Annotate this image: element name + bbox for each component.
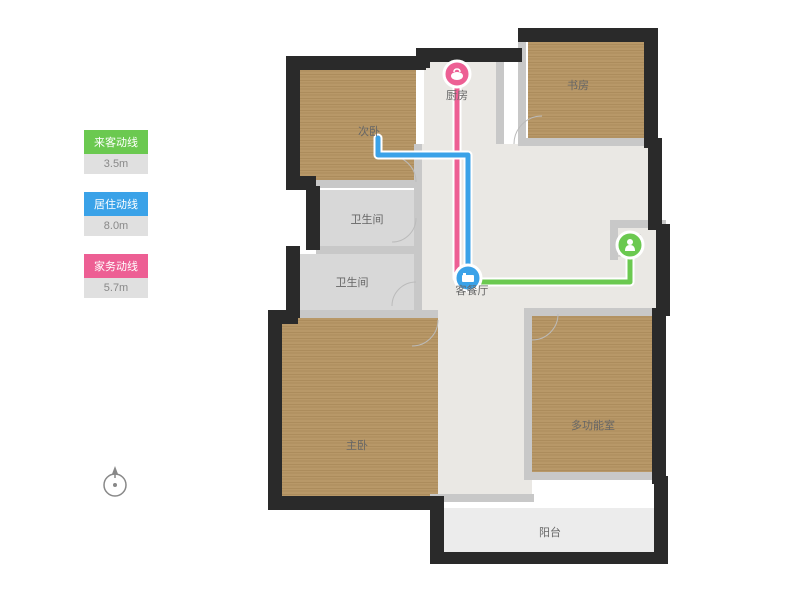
legend-label: 来客动线	[84, 130, 148, 154]
legend-item-guest: 来客动线 3.5m	[84, 130, 148, 174]
label-balcony: 阳台	[539, 524, 561, 540]
label-bedroom2: 次卧	[358, 123, 380, 139]
legend: 来客动线 3.5m 居住动线 8.0m 家务动线 5.7m	[84, 130, 148, 316]
compass-icon	[100, 460, 130, 490]
floorplan: 厨房 书房 次卧 卫生间 卫生间 客餐厅 主卧 多功能室 阳台	[260, 20, 740, 580]
legend-item-chore: 家务动线 5.7m	[84, 254, 148, 298]
label-master: 主卧	[346, 437, 368, 453]
label-multi: 多功能室	[571, 417, 615, 433]
label-kitchen: 厨房	[446, 87, 468, 103]
legend-label: 居住动线	[84, 192, 148, 216]
legend-item-living: 居住动线 8.0m	[84, 192, 148, 236]
legend-value: 3.5m	[84, 154, 148, 174]
label-study: 书房	[567, 77, 589, 93]
legend-label: 家务动线	[84, 254, 148, 278]
label-living: 客餐厅	[456, 282, 489, 298]
label-bath1: 卫生间	[351, 211, 384, 227]
legend-value: 8.0m	[84, 216, 148, 236]
label-bath2: 卫生间	[336, 274, 369, 290]
legend-value: 5.7m	[84, 278, 148, 298]
